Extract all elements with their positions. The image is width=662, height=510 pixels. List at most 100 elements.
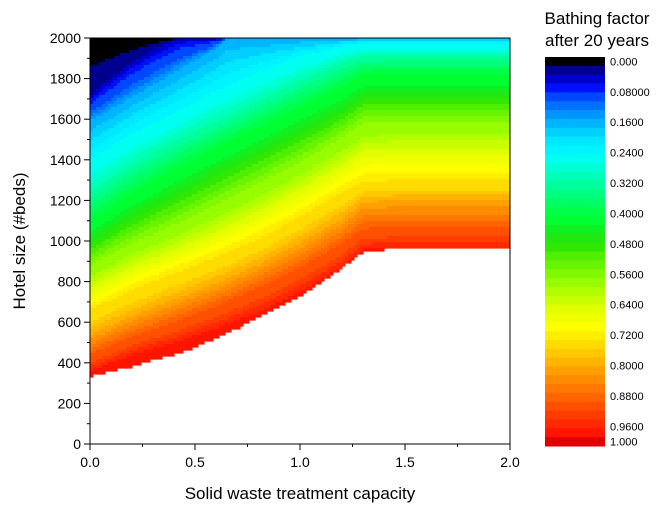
- heatmap-cell: [480, 65, 484, 69]
- heatmap-cell: [252, 308, 256, 315]
- heatmap-cell: [204, 182, 208, 189]
- heatmap-cell: [198, 38, 202, 42]
- heatmap-cell: [462, 104, 466, 111]
- heatmap-cell: [114, 215, 118, 225]
- heatmap-cell: [168, 71, 172, 75]
- heatmap-cell: [312, 248, 316, 255]
- heatmap-cell: [234, 293, 238, 297]
- heatmap-cell: [339, 62, 343, 69]
- heatmap-cell: [387, 50, 391, 54]
- heatmap-cell: [492, 194, 496, 201]
- heatmap-cell: [375, 203, 379, 210]
- heatmap-cell: [456, 53, 460, 57]
- heatmap-cell: [435, 173, 439, 180]
- heatmap-cell: [306, 152, 310, 159]
- heatmap-cell: [111, 98, 115, 105]
- heatmap-cell: [264, 236, 268, 249]
- heatmap-cell: [303, 260, 307, 267]
- heatmap-cell: [117, 77, 121, 84]
- heatmap-cell: [423, 92, 427, 99]
- heatmap-cell: [294, 95, 298, 105]
- heatmap-cell: [348, 83, 352, 96]
- heatmap-cell: [459, 149, 463, 156]
- heatmap-cell: [138, 344, 142, 348]
- heatmap-cell: [258, 176, 262, 183]
- heatmap-cell: [396, 164, 400, 174]
- heatmap-cell: [192, 152, 196, 162]
- heatmap-cell: [195, 233, 199, 240]
- heatmap-cell: [207, 116, 211, 126]
- heatmap-cell: [99, 317, 103, 324]
- heatmap-cell: [330, 50, 334, 60]
- heatmap-cell: [99, 323, 103, 330]
- heatmap-cell: [483, 173, 487, 180]
- heatmap-cell: [216, 236, 220, 243]
- heatmap-cell: [165, 146, 169, 153]
- heatmap-cell: [240, 170, 244, 180]
- heatmap-cell: [171, 293, 175, 300]
- heatmap-cell: [381, 86, 385, 93]
- heatmap-cell: [306, 71, 310, 78]
- heatmap-cell: [162, 224, 166, 231]
- heatmap-cell: [243, 128, 247, 135]
- heatmap-cell: [363, 197, 367, 204]
- heatmap-cell: [102, 317, 106, 324]
- heatmap-cell: [123, 329, 127, 336]
- heatmap-cell: [492, 74, 496, 87]
- heatmap-cell: [138, 251, 142, 258]
- heatmap-cell: [273, 65, 277, 81]
- heatmap-cell: [99, 200, 103, 207]
- heatmap-cell: [114, 95, 118, 102]
- heatmap-cell: [348, 65, 352, 72]
- heatmap-cell: [117, 245, 121, 252]
- heatmap-cell: [228, 251, 232, 267]
- heatmap-cell: [375, 53, 379, 57]
- heatmap-cell: [225, 239, 229, 246]
- heatmap-cell: [168, 275, 172, 288]
- heatmap-cell: [342, 125, 346, 132]
- heatmap-cell: [357, 50, 361, 54]
- heatmap-cell: [426, 116, 430, 123]
- heatmap-cell: [141, 323, 145, 330]
- heatmap-cell: [411, 59, 415, 66]
- heatmap-cell: [441, 164, 445, 174]
- heatmap-cell: [153, 317, 157, 324]
- heatmap-cell: [486, 116, 490, 123]
- heatmap-cell: [186, 107, 190, 120]
- heatmap-cell: [273, 263, 277, 270]
- heatmap-cell: [429, 155, 433, 165]
- heatmap-cell: [177, 80, 181, 90]
- heatmap-cell: [372, 116, 376, 123]
- heatmap-cell: [231, 293, 235, 300]
- heatmap-cell: [162, 248, 166, 255]
- heatmap-cell: [162, 305, 166, 309]
- heatmap-cell: [207, 254, 211, 261]
- heatmap-cell: [138, 92, 142, 102]
- heatmap-cell: [417, 155, 421, 165]
- heatmap-cell: [378, 50, 382, 54]
- heatmap-cell: [414, 149, 418, 156]
- heatmap-cell: [222, 227, 226, 234]
- heatmap-cell: [468, 134, 472, 141]
- heatmap-cell: [315, 245, 319, 252]
- heatmap-cell: [159, 242, 163, 249]
- heatmap-cell: [198, 239, 202, 246]
- heatmap-cell: [99, 254, 103, 261]
- heatmap-cell: [225, 50, 229, 63]
- heatmap-cell: [156, 323, 160, 330]
- heatmap-cell: [420, 134, 424, 141]
- heatmap-cell: [411, 110, 415, 117]
- heatmap-cell: [141, 68, 145, 81]
- heatmap-cell: [420, 74, 424, 87]
- heatmap-cell: [306, 158, 310, 171]
- heatmap-cell: [231, 38, 235, 51]
- heatmap-cell: [93, 347, 97, 354]
- heatmap-cell: [474, 134, 478, 141]
- heatmap-cell: [372, 158, 376, 165]
- heatmap-cell: [129, 356, 133, 369]
- heatmap-cell: [276, 44, 280, 51]
- heatmap-cell: [351, 218, 355, 225]
- heatmap-cell: [129, 221, 133, 228]
- heatmap-cell: [492, 155, 496, 165]
- heatmap-cell: [189, 338, 193, 351]
